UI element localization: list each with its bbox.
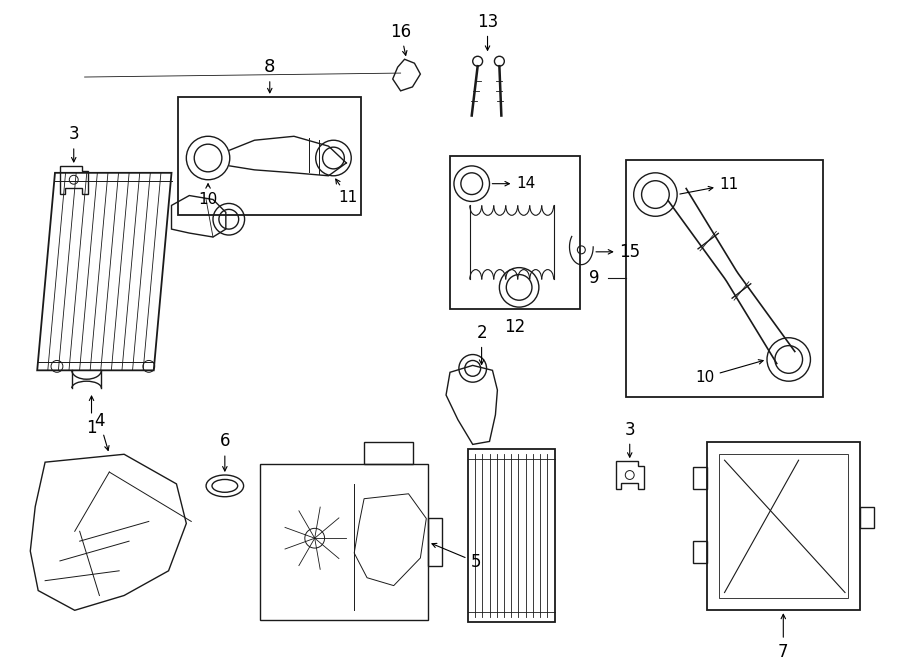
Text: 5: 5: [432, 543, 481, 571]
Bar: [718, 454, 848, 598]
Bar: [428, 518, 442, 566]
Text: 11: 11: [336, 179, 358, 205]
Text: 7: 7: [778, 614, 788, 661]
Text: 15: 15: [596, 243, 641, 261]
Text: 10: 10: [198, 184, 218, 207]
Text: 10: 10: [696, 360, 763, 385]
Bar: [468, 449, 554, 622]
Text: 16: 16: [390, 22, 411, 56]
Text: 9: 9: [589, 270, 599, 288]
Text: 12: 12: [505, 318, 526, 336]
Text: 8: 8: [264, 58, 275, 93]
Text: 1: 1: [86, 396, 97, 437]
Text: 3: 3: [68, 126, 79, 162]
Bar: [260, 464, 428, 620]
Bar: [706, 442, 860, 610]
Bar: [693, 541, 706, 563]
Text: 4: 4: [94, 412, 109, 450]
Text: 11: 11: [680, 177, 739, 194]
Bar: [450, 156, 580, 309]
Text: 13: 13: [477, 13, 499, 50]
Bar: [626, 160, 824, 397]
Text: 6: 6: [220, 432, 230, 471]
Text: 14: 14: [492, 176, 536, 191]
Text: 3: 3: [625, 420, 635, 457]
Bar: [693, 467, 706, 489]
Bar: [178, 97, 361, 215]
Text: 2: 2: [476, 324, 487, 364]
Bar: [860, 506, 874, 528]
